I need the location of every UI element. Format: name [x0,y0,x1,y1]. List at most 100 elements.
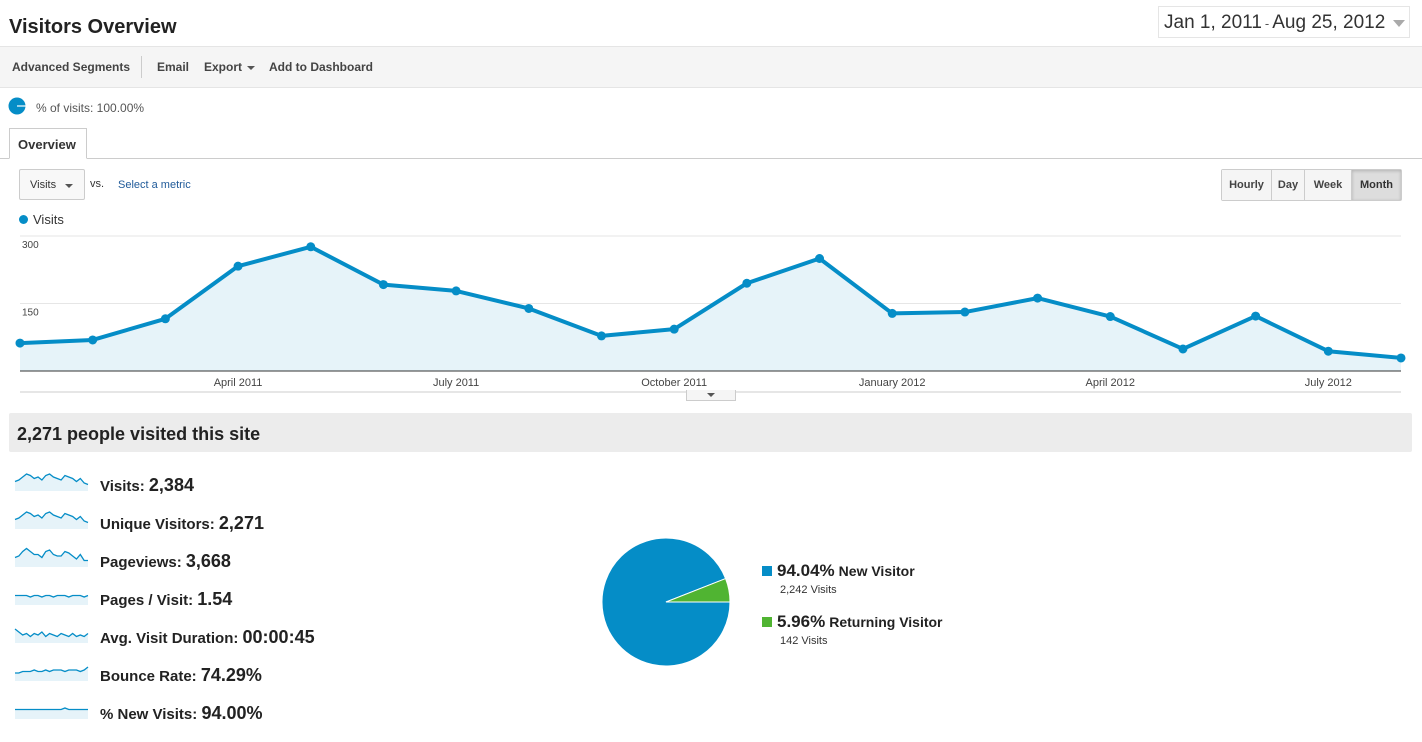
pie-slice[interactable] [665,577,731,603]
metric-value: 94.00% [201,703,263,723]
new-visitor-percent: 94.04% [777,561,835,580]
sparkline-fill [15,667,88,681]
period-hourly-button[interactable]: Hourly [1222,170,1272,200]
data-point[interactable] [1323,346,1333,356]
sparkline-fill [15,595,88,605]
legend-series-label: Visits [33,212,64,227]
sparkline-line [14,511,89,524]
metric-label: Avg. Visit Duration: 00:00:45 [100,627,315,648]
metric-row: Pageviews: 3,668 [14,543,574,573]
export-button[interactable]: Export [204,60,256,74]
data-point[interactable] [160,314,170,324]
data-point[interactable] [88,335,98,345]
data-point[interactable] [1178,344,1188,354]
metric-name: Bounce Rate: [100,668,197,685]
sparkline[interactable] [14,581,90,607]
legend-dot-icon [19,215,28,224]
add-to-dashboard-button[interactable]: Add to Dashboard [269,60,373,74]
period-month-button[interactable]: Month [1352,170,1401,200]
period-week-button[interactable]: Week [1305,170,1352,200]
email-button[interactable]: Email [157,60,190,74]
metric-row: Unique Visitors: 2,271 [14,505,574,535]
data-point[interactable] [1251,311,1261,321]
summary-headline: 2,271 people visited this site [17,424,261,444]
sparkline[interactable] [14,543,90,569]
segment-label: % of visits: 100.00% [36,101,145,115]
y-tick-label: 150 [22,308,39,319]
period-toggle: Hourly Day Week Month [1221,169,1402,201]
x-tick-label: January 2012 [859,377,926,389]
x-tick-label: July 2011 [433,377,479,389]
export-label: Export [204,60,243,74]
data-point[interactable] [887,308,897,318]
metric-name: Pageviews: [100,554,182,571]
sparkline-line [15,594,89,598]
chevron-down-icon [707,393,715,397]
segment-pie-icon [8,97,26,115]
data-point[interactable] [960,307,970,317]
data-point[interactable] [669,324,679,334]
metric-value: 00:00:45 [242,627,315,647]
metric-name: Unique Visitors: [100,516,215,533]
select-metric-link[interactable]: Select a metric [118,179,191,191]
tab-overview[interactable]: Overview [9,128,87,159]
advanced-segments-button[interactable]: Advanced Segments [12,60,131,74]
sparkline-line [14,628,89,638]
visits-series-line [19,244,1402,360]
metric-name: Visits: [100,478,145,495]
metric-dropdown-label: Visits [30,179,57,191]
date-separator: - [1264,16,1270,31]
metric-value: 74.29% [200,665,262,685]
date-end: Aug 25, 2012 [1272,12,1386,33]
chart-legend: Visits [19,212,64,227]
sparkline-line [14,473,89,486]
metric-name: Pages / Visit: [100,592,194,609]
data-point[interactable] [15,338,25,348]
visits-area-fill [20,246,1401,371]
data-point[interactable] [1033,293,1043,303]
returning-visitor-percent: 5.96% [777,612,826,631]
data-point[interactable] [596,331,606,341]
data-point[interactable] [1105,312,1115,322]
data-point[interactable] [233,261,243,271]
chart-expand-handle[interactable] [686,390,736,401]
data-point[interactable] [306,242,316,252]
metric-dropdown[interactable]: Visits [19,169,85,200]
x-tick-label: July 2012 [1305,377,1352,389]
sparkline-line [14,547,88,562]
chevron-down-icon [65,184,73,188]
sparkline[interactable] [14,467,90,493]
metric-label: Pageviews: 3,668 [100,551,231,572]
chevron-down-icon[interactable] [1393,20,1405,27]
sparkline[interactable] [14,505,90,531]
sparkline-fill [15,548,88,567]
data-point[interactable] [451,286,461,296]
metric-label: Pages / Visit: 1.54 [100,589,232,610]
data-point[interactable] [742,278,752,288]
returning-visitor-visits: 142 Visits [780,635,828,647]
sparkline[interactable] [14,619,90,645]
visitor-type-pie-chart[interactable] [598,534,734,670]
new-visitor-label: New Visitor [838,563,915,579]
chevron-down-icon [247,65,256,70]
metric-row: % New Visits: 94.00% [14,695,574,725]
metric-row: Bounce Rate: 74.29% [14,657,574,687]
sparkline-fill [15,708,88,719]
metric-label: Bounce Rate: 74.29% [100,665,262,686]
metric-row: Visits: 2,384 [14,467,574,497]
data-point[interactable] [1396,353,1406,363]
sparkline[interactable] [14,695,90,721]
sparkline[interactable] [14,657,90,683]
data-point[interactable] [524,303,534,313]
metric-value: 1.54 [197,589,233,609]
visits-line-chart[interactable]: 150 300 April 2011 July 2011 October 2011 Jan… [0,232,1422,394]
data-point[interactable] [815,254,825,263]
legend-swatch-icon [762,617,772,627]
period-day-button[interactable]: Day [1272,170,1305,200]
data-point[interactable] [378,280,388,290]
metric-row: Pages / Visit: 1.54 [14,581,574,611]
metric-row: Avg. Visit Duration: 00:00:45 [14,619,574,649]
date-range-picker[interactable]: Jan 1, 2011- Aug 25, 2012 [1158,6,1410,38]
legend-swatch-icon [762,566,772,576]
metric-value: 3,668 [185,551,231,571]
